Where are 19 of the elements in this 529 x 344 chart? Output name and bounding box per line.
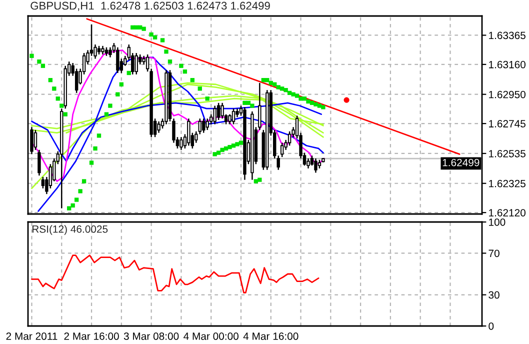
x-tick-label: 2 Mar 16:00 bbox=[64, 332, 119, 340]
y-tick-label: 1.62745 bbox=[489, 120, 526, 128]
y-tick-label: 100 bbox=[489, 218, 506, 226]
y-tick-label: 1.62325 bbox=[489, 180, 526, 188]
y-tick-label: 1.63365 bbox=[489, 32, 526, 40]
y-tick-label: 1.63160 bbox=[489, 60, 526, 68]
y-tick-label: 0 bbox=[488, 322, 494, 330]
chart-title: RSI(12) 46.0025 bbox=[32, 225, 108, 235]
chart-title: GBPUSD,H1 1.62478 1.62503 1.62473 1.62499 bbox=[30, 2, 270, 11]
x-tick-label: 4 Mar 16:00 bbox=[243, 332, 298, 340]
ref-line-label: 1.62499 bbox=[442, 158, 480, 166]
y-tick-label: 70 bbox=[488, 250, 500, 258]
x-tick-label: 3 Mar 08:00 bbox=[124, 332, 179, 340]
y-tick-label: 30 bbox=[488, 291, 500, 299]
x-tick-label: 4 Mar 00:00 bbox=[184, 332, 238, 340]
x-tick-label: 2 Mar 2011 bbox=[6, 332, 58, 340]
y-tick-label: 1.62535 bbox=[489, 150, 526, 158]
y-tick-label: 1.62120 bbox=[489, 209, 526, 216]
y-tick-label: 1.62950 bbox=[489, 90, 526, 98]
